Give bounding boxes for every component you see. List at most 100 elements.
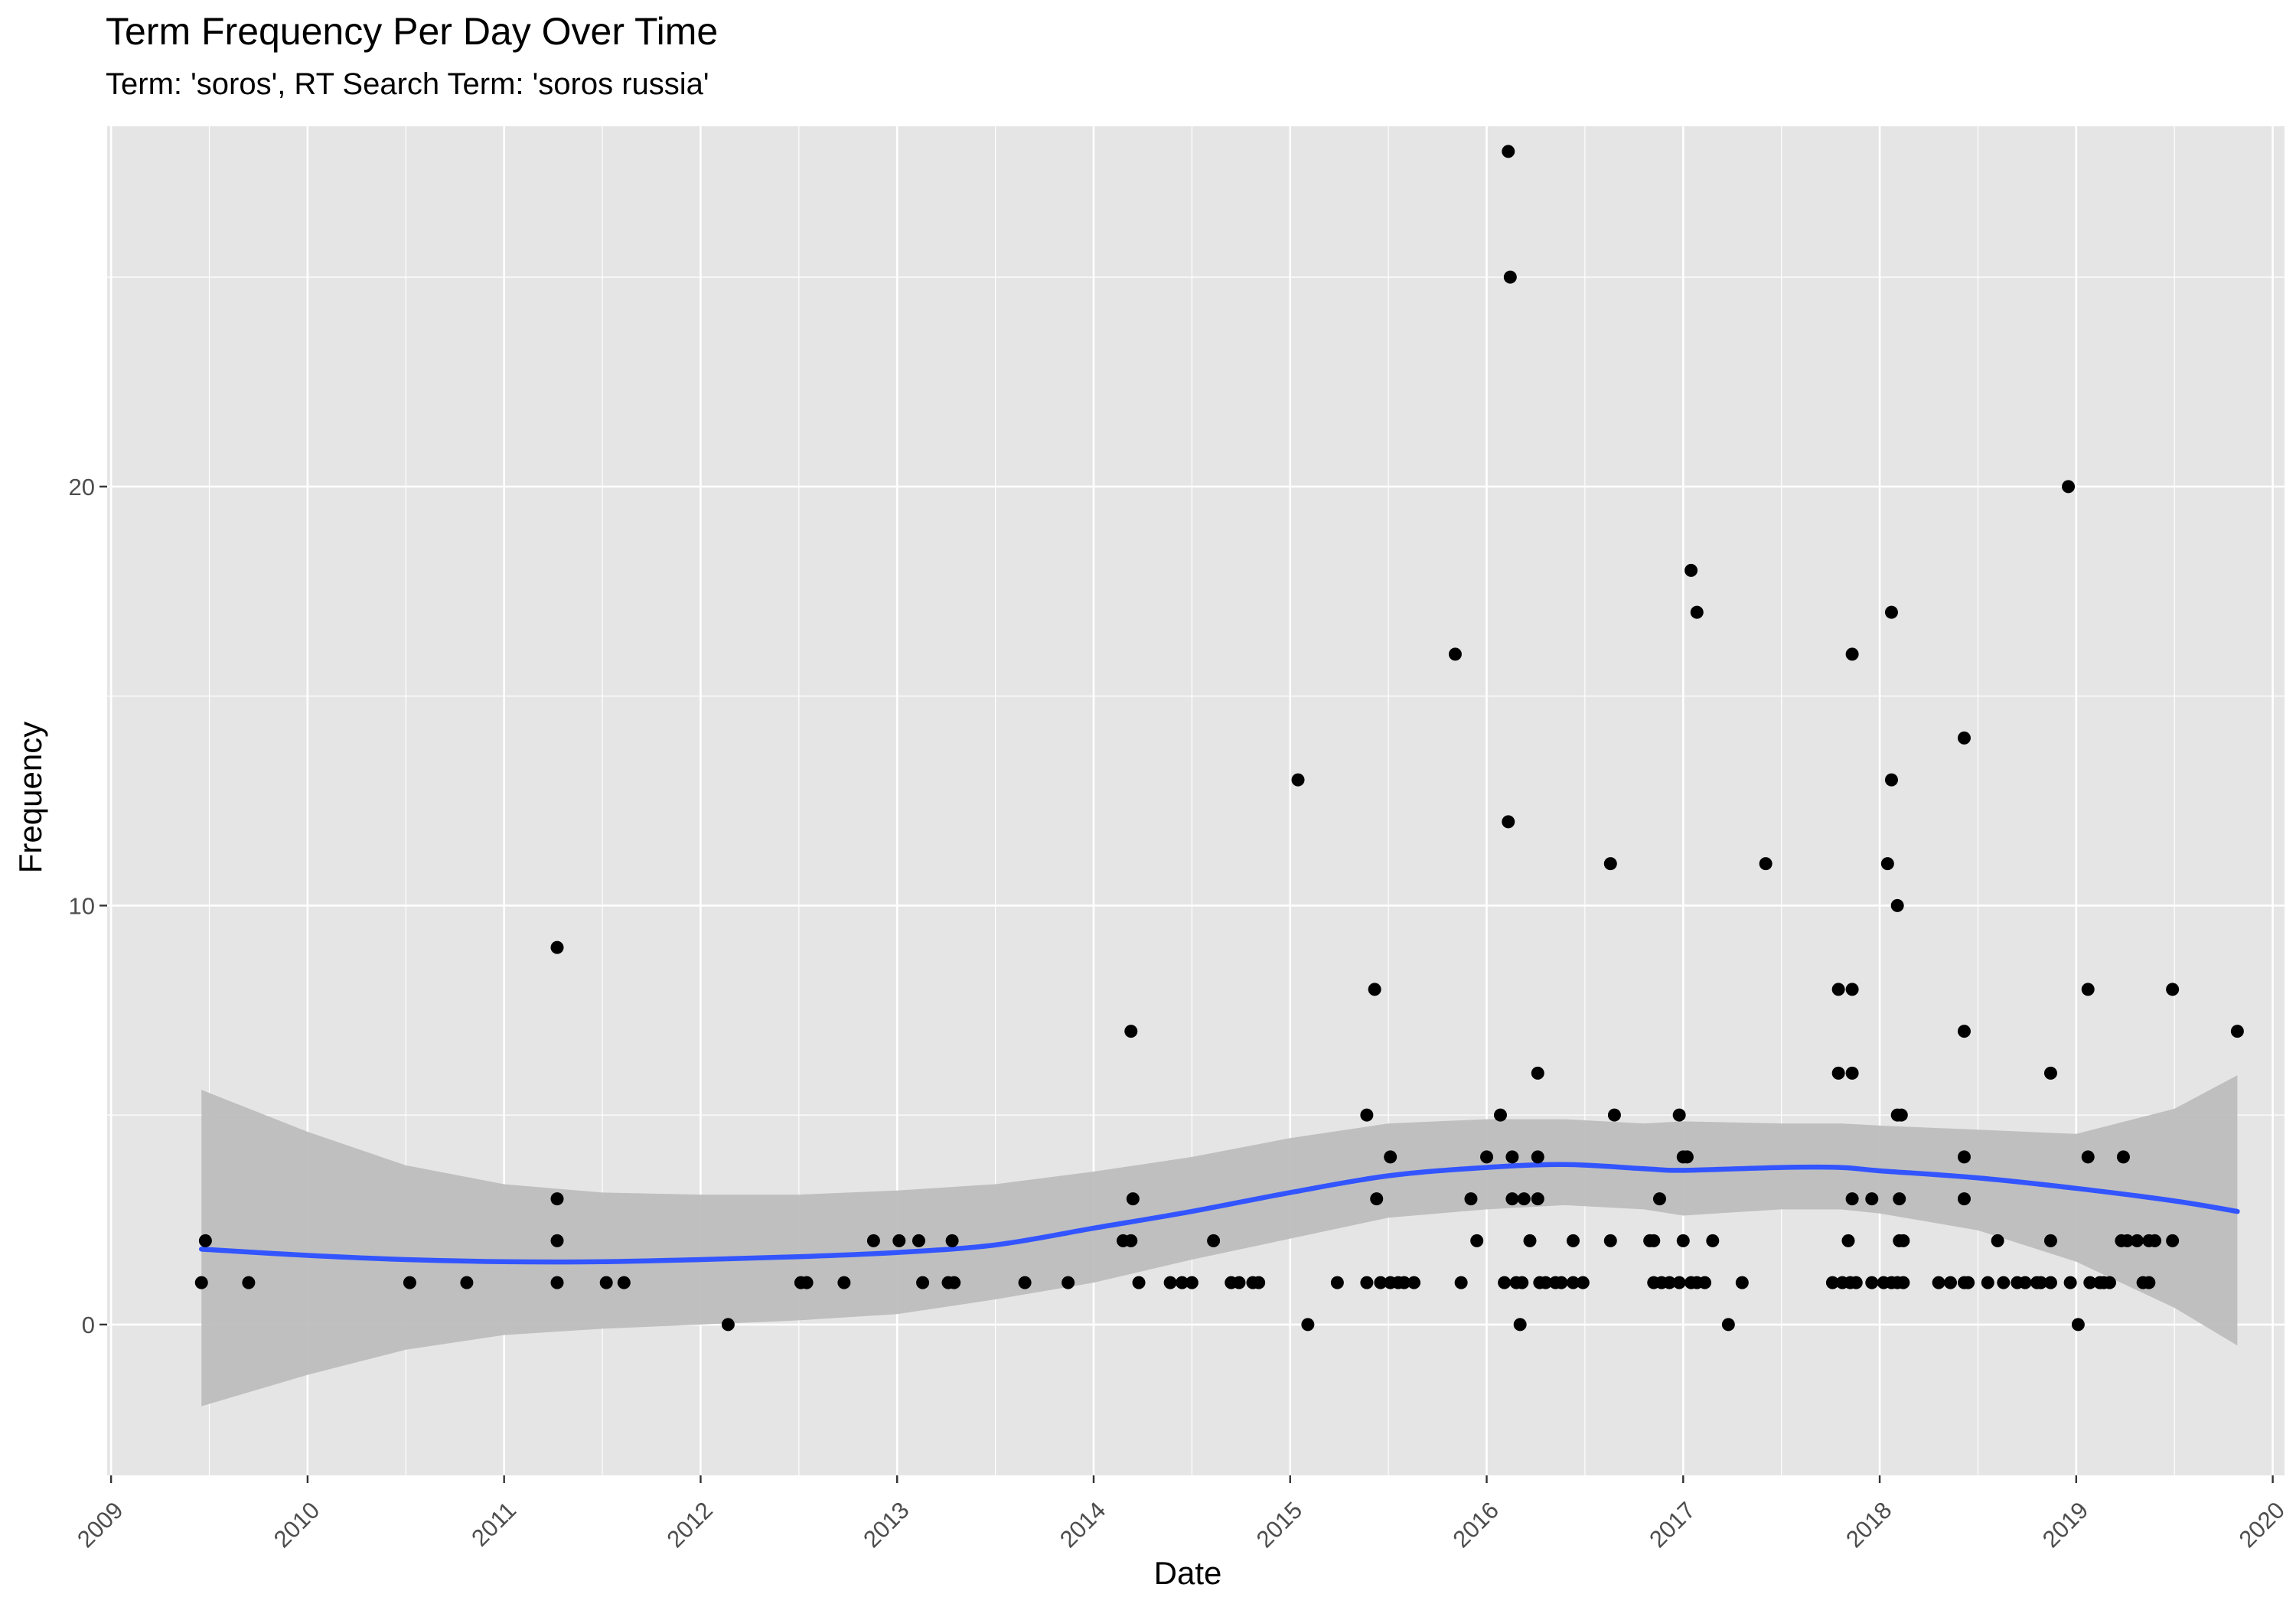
data-point: [2062, 480, 2076, 494]
data-point: [1330, 1276, 1344, 1289]
data-point: [1957, 731, 1971, 745]
data-point: [1454, 1276, 1468, 1289]
y-tick-label: 20: [69, 474, 95, 500]
data-point: [1943, 1276, 1957, 1289]
data-point: [1252, 1276, 1266, 1289]
data-point: [1503, 270, 1517, 284]
data-point: [1176, 1276, 1189, 1289]
data-point: [1539, 1276, 1553, 1289]
data-point: [599, 1276, 613, 1289]
data-point: [198, 1234, 212, 1247]
smooth-line-layer: [198, 1162, 2240, 1265]
data-point: [1502, 145, 1515, 158]
data-point: [1531, 1192, 1544, 1206]
data-point: [1185, 1276, 1199, 1289]
data-point: [1566, 1276, 1580, 1289]
data-point: [1163, 1276, 1177, 1289]
data-point: [1493, 1108, 1507, 1122]
data-point: [1957, 1150, 1971, 1164]
data-point: [1505, 1192, 1519, 1206]
data-point: [1384, 1150, 1397, 1164]
x-tick-label: 2015: [1251, 1497, 1308, 1553]
data-point: [2043, 1234, 2057, 1247]
data-point: [550, 1192, 564, 1206]
data-point: [1825, 1276, 1839, 1289]
data-point: [403, 1276, 416, 1289]
data-point: [721, 1318, 735, 1332]
data-point: [1291, 773, 1305, 787]
data-point: [1603, 857, 1617, 871]
data-point: [1505, 1150, 1519, 1164]
data-point: [1480, 1150, 1494, 1164]
data-point: [1603, 1234, 1617, 1247]
data-point: [1566, 1234, 1580, 1247]
data-point: [2083, 1276, 2097, 1289]
chart-subtitle: Term: 'soros', RT Search Term: 'soros ru…: [106, 67, 709, 101]
data-points: [194, 145, 2244, 1332]
x-axis-title: Date: [1154, 1555, 1222, 1591]
data-point: [1124, 1025, 1138, 1038]
data-point: [1896, 1276, 1910, 1289]
data-point: [1515, 1276, 1529, 1289]
x-tick-label: 2020: [2234, 1497, 2291, 1553]
data-point: [916, 1276, 930, 1289]
data-point: [1706, 1234, 1720, 1247]
data-point: [550, 1276, 564, 1289]
data-point: [1721, 1318, 1735, 1332]
data-point: [837, 1276, 851, 1289]
data-point: [1523, 1234, 1537, 1247]
data-point: [1062, 1276, 1075, 1289]
data-point: [1981, 1276, 1994, 1289]
data-point: [1698, 1276, 1712, 1289]
data-point: [1232, 1276, 1246, 1289]
data-point: [194, 1276, 208, 1289]
data-point: [1207, 1234, 1221, 1247]
x-tick-label: 2014: [1055, 1497, 1111, 1553]
data-point: [1880, 857, 1894, 871]
data-point: [2230, 1025, 2244, 1038]
data-point: [1531, 1066, 1544, 1080]
data-point: [1554, 1276, 1568, 1289]
data-point: [1841, 1234, 1855, 1247]
data-point: [1652, 1192, 1666, 1206]
data-point: [2121, 1234, 2135, 1247]
x-tick-label: 2016: [1447, 1497, 1504, 1553]
data-point: [1517, 1192, 1531, 1206]
data-point: [1531, 1150, 1544, 1164]
data-point: [1448, 647, 1462, 661]
data-point: [1865, 1192, 1879, 1206]
data-point: [1759, 857, 1773, 871]
data-point: [2166, 983, 2180, 996]
data-point: [1672, 1108, 1686, 1122]
data-point: [1662, 1276, 1676, 1289]
data-point: [550, 1234, 564, 1247]
data-point: [1464, 1192, 1478, 1206]
data-point: [2018, 1276, 2032, 1289]
data-point: [1301, 1318, 1315, 1332]
data-point: [2142, 1276, 2156, 1289]
data-point: [1470, 1234, 1484, 1247]
data-point: [550, 940, 564, 954]
data-point: [1865, 1276, 1879, 1289]
data-point: [2034, 1276, 2048, 1289]
data-point: [2081, 983, 2095, 996]
data-point: [1957, 1025, 1971, 1038]
data-point: [2116, 1150, 2130, 1164]
data-point: [1647, 1234, 1661, 1247]
y-axis-title: Frequency: [12, 722, 48, 873]
data-point: [1884, 773, 1898, 787]
data-point: [1932, 1276, 1945, 1289]
data-point: [1672, 1276, 1686, 1289]
data-point: [2102, 1276, 2116, 1289]
data-point: [1502, 815, 1515, 829]
data-point: [1831, 1066, 1845, 1080]
chart-title: Term Frequency Per Day Over Time: [106, 10, 719, 53]
data-point: [1397, 1276, 1411, 1289]
data-point: [1498, 1276, 1512, 1289]
data-point: [1680, 1150, 1694, 1164]
data-point: [1360, 1276, 1374, 1289]
data-point: [1957, 1192, 1971, 1206]
data-point: [1513, 1318, 1527, 1332]
data-point: [1845, 1192, 1859, 1206]
